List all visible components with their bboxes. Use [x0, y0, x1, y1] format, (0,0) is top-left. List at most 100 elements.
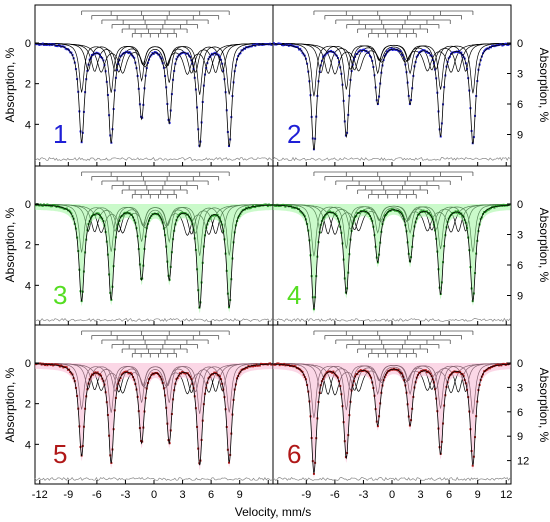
data-point [418, 371, 421, 374]
data-point [209, 216, 212, 219]
data-point [249, 365, 252, 368]
data-point [216, 213, 219, 216]
data-point [253, 205, 256, 208]
data-point [283, 362, 286, 365]
data-point [487, 47, 490, 50]
y-axis-title-right: Absorption, % [537, 48, 550, 123]
spectrum-band [273, 204, 511, 314]
data-point [426, 210, 429, 213]
data-point [278, 42, 281, 45]
data-point [181, 371, 184, 374]
data-point [55, 44, 58, 47]
spectrum-band [35, 363, 273, 471]
fit-components [35, 42, 273, 95]
data-point [279, 42, 282, 45]
data-point [451, 212, 454, 215]
data-point [130, 54, 133, 57]
data-point [257, 364, 260, 367]
data-point [282, 44, 285, 47]
data-point [254, 206, 257, 209]
data-point [48, 44, 51, 47]
data-point [215, 214, 218, 217]
data-point [422, 369, 425, 372]
y-tick-label: 0 [25, 199, 31, 211]
data-point [154, 51, 157, 54]
data-point [96, 212, 99, 215]
data-point [394, 48, 397, 51]
panel-label: 3 [53, 280, 67, 310]
data-point [64, 365, 67, 368]
data-point [97, 373, 100, 376]
y-axis: 0 2 4 [25, 199, 39, 292]
data-point [121, 214, 124, 217]
data-point [58, 206, 61, 209]
data-point [269, 362, 272, 365]
data-point [264, 203, 267, 206]
data-point [390, 208, 393, 211]
data-point [62, 207, 65, 210]
y-tick-label: 6 [517, 407, 523, 419]
data-point [127, 372, 130, 375]
data-point [92, 373, 95, 376]
data-point [282, 203, 285, 206]
data-point [254, 364, 257, 367]
data-point [395, 209, 398, 212]
data-point [274, 204, 277, 207]
data-point [399, 50, 402, 53]
data-point [419, 211, 422, 214]
data-point [294, 365, 297, 368]
data-point [322, 55, 325, 58]
data-point [276, 362, 279, 365]
data-point [300, 211, 303, 214]
data-point [391, 48, 394, 51]
data-point [288, 204, 291, 207]
data-point [424, 50, 427, 53]
data-point [238, 214, 241, 217]
data-point [420, 210, 423, 213]
data-point [422, 49, 425, 52]
data-point [62, 366, 65, 369]
panel-1: 0 2 4 1 [25, 4, 274, 167]
data-point [332, 370, 335, 373]
data-point [214, 51, 217, 54]
x-tick-label: -12 [32, 489, 48, 501]
data-point [56, 363, 59, 366]
data-point [125, 370, 128, 373]
data-point [53, 43, 56, 46]
data-point [247, 365, 250, 368]
data-point [125, 212, 128, 215]
y-axis-title-left: Absorption, % [3, 367, 17, 442]
data-point [331, 371, 334, 374]
data-point [38, 204, 41, 207]
data-point [285, 204, 288, 207]
x-tick-label: 9 [475, 489, 481, 501]
panel-5: 0 2 4 5 [25, 324, 274, 485]
y-tick-label: 9 [517, 130, 523, 142]
data-point [50, 363, 53, 366]
data-point [388, 209, 391, 212]
total-fit-curve [273, 204, 511, 309]
data-point [484, 48, 487, 51]
data-point [177, 214, 180, 217]
data-point [356, 211, 359, 214]
data-point [120, 373, 123, 376]
data-point [323, 216, 326, 219]
x-tick-label: 0 [389, 489, 395, 501]
data-point [502, 44, 505, 47]
data-point [298, 48, 301, 51]
x-axis-title: Velocity, mm/s [235, 505, 311, 519]
stick-diagram [81, 330, 230, 358]
x-tick-label: -3 [359, 489, 369, 501]
data-point [390, 47, 393, 50]
data-point [154, 213, 157, 216]
stick-diagram [313, 330, 474, 358]
data-point [391, 208, 394, 211]
data-point [301, 51, 304, 54]
data-point [53, 204, 56, 207]
data-point [41, 204, 44, 207]
total-fit-curve [35, 43, 273, 148]
data-point [216, 374, 219, 377]
total-fit-curve [34, 363, 273, 466]
data-point [330, 49, 333, 52]
data-point [391, 368, 394, 371]
